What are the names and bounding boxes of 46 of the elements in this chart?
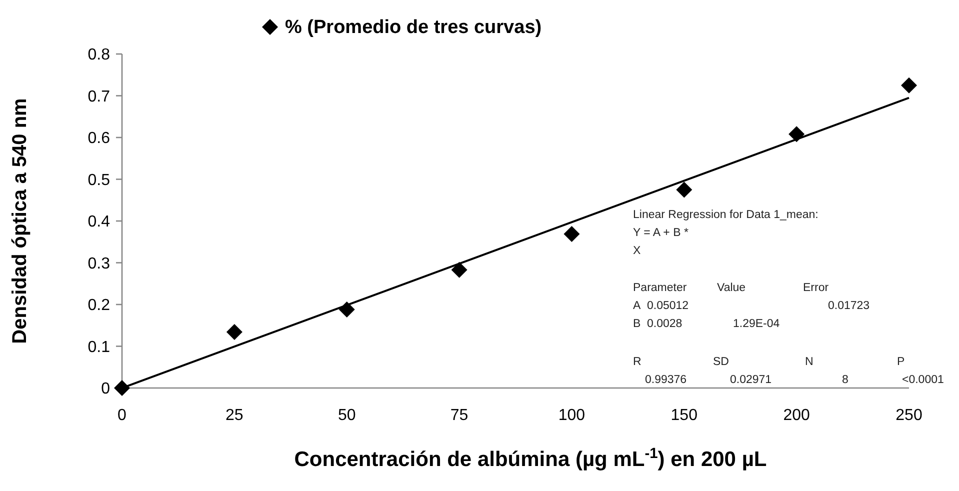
annotation: X bbox=[633, 245, 641, 258]
x-tick-label: 100 bbox=[558, 407, 586, 424]
annotation: 8 bbox=[842, 374, 848, 386]
point bbox=[901, 77, 917, 94]
x-tick-label: 250 bbox=[896, 407, 922, 424]
y-axis-title: Densidad óptica a 540 nm bbox=[9, 98, 31, 344]
x-tick-label: 75 bbox=[450, 407, 468, 424]
annotation: P bbox=[897, 356, 905, 368]
y-tick-label: 0.1 bbox=[88, 338, 110, 356]
point bbox=[564, 226, 580, 242]
annotation: 0.05012 bbox=[647, 300, 689, 312]
y-tick-label: 0.2 bbox=[88, 297, 110, 314]
annotation: B bbox=[633, 318, 641, 330]
point bbox=[451, 262, 468, 278]
annotation: A bbox=[633, 300, 641, 312]
annotation: Error bbox=[803, 282, 829, 294]
y-tick-label: 0 bbox=[101, 380, 110, 398]
x-tick-label: 200 bbox=[783, 407, 810, 424]
annotation: Y = A + B * bbox=[633, 227, 689, 240]
annotation: <0.0001 bbox=[902, 374, 944, 386]
y-tick-label: 0.8 bbox=[88, 46, 110, 64]
y-tick-label: 0.6 bbox=[88, 130, 110, 148]
x-tick-label: 50 bbox=[338, 407, 356, 424]
annotation: 0.01723 bbox=[828, 300, 870, 312]
annotation: Value bbox=[717, 282, 746, 294]
x-tick-label: 0 bbox=[118, 407, 127, 424]
x-tick-label: 150 bbox=[670, 407, 698, 424]
annotation: Linear Regression for Data 1_mean: bbox=[633, 209, 818, 222]
annotation: 1.29E-04 bbox=[733, 318, 780, 330]
point bbox=[114, 380, 130, 396]
annotation: Parameter bbox=[633, 282, 687, 294]
y-tick-label: 0.5 bbox=[88, 172, 110, 189]
annotation: SD bbox=[713, 356, 729, 368]
y-tick-label: 0.7 bbox=[88, 88, 110, 106]
x-tick-label: 25 bbox=[226, 407, 244, 424]
annotation: 0.0028 bbox=[647, 318, 682, 330]
legend-label: % (Promedio de tres curvas) bbox=[285, 17, 542, 38]
point bbox=[226, 324, 242, 340]
y-tick-label: 0.4 bbox=[88, 214, 110, 231]
y-tick-label: 0.3 bbox=[88, 255, 110, 272]
annotation: R bbox=[633, 356, 642, 368]
annotation: N bbox=[805, 356, 814, 368]
annotation: 0.99376 bbox=[645, 374, 687, 386]
x-axis-title: Concentración de albúmina (µg mL$^{-1}$) en 200 µL bbox=[294, 446, 767, 471]
point bbox=[676, 182, 692, 198]
annotation: 0.02971 bbox=[730, 374, 772, 386]
